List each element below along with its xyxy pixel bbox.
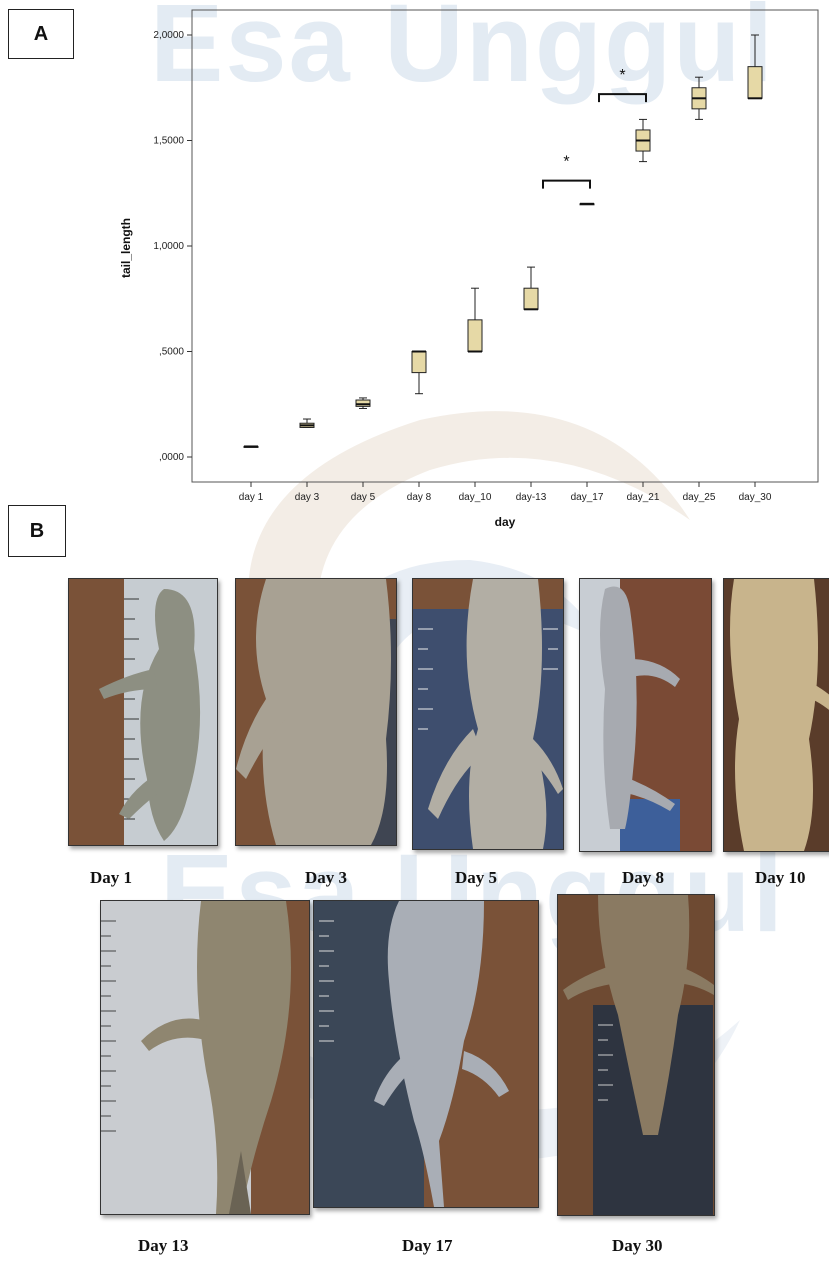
photo-day-17 xyxy=(313,900,539,1208)
panel-label-b: B xyxy=(8,505,66,557)
significance-star: * xyxy=(619,67,625,84)
box-day-21 xyxy=(635,118,651,163)
caption-day-3: Day 3 xyxy=(305,868,348,887)
x-tick-label: day 5 xyxy=(351,492,376,503)
x-tick-label: day 3 xyxy=(295,492,320,503)
photo-day-10 xyxy=(723,578,829,852)
box-day-3 xyxy=(299,418,315,428)
x-tick-label: day 1 xyxy=(239,492,264,503)
caption-day-10: Day 10 xyxy=(755,868,806,887)
significance-star: * xyxy=(563,154,569,171)
x-tick-label: day-13 xyxy=(516,492,547,503)
watermark-text-top: Esa Unggul xyxy=(150,0,776,105)
significance-annotations: ** xyxy=(542,67,647,189)
photo-day-30 xyxy=(557,894,715,1216)
iqr-box xyxy=(523,287,539,310)
x-tick-label: day_21 xyxy=(627,492,660,503)
x-axis-title: day xyxy=(495,515,516,529)
box-day-5 xyxy=(355,397,371,409)
caption-day-30: Day 30 xyxy=(612,1236,663,1255)
x-tick-label: day_30 xyxy=(739,492,772,503)
x-axis: day 1 day 3 day 5 day 8 day_10 day-13 day_17 da… xyxy=(239,482,772,503)
iqr-box xyxy=(747,66,763,99)
caption-day-5: Day 5 xyxy=(455,868,498,887)
y-axis: ,0000 ,5000 1,0000 1,5000 2,0000 xyxy=(153,30,192,463)
photo-day-1 xyxy=(68,578,218,846)
box-day-1 xyxy=(243,445,259,448)
box-day-10 xyxy=(467,287,483,353)
box-day-13 xyxy=(523,266,539,311)
y-tick-label: ,5000 xyxy=(159,347,184,358)
box-day-17 xyxy=(579,202,595,206)
box-day-25 xyxy=(691,76,707,120)
iqr-box xyxy=(355,399,371,407)
box-day-30 xyxy=(747,34,763,100)
iqr-box xyxy=(467,319,483,353)
x-tick-label: day 8 xyxy=(407,492,432,503)
iqr-box xyxy=(411,351,427,374)
y-tick-label: ,0000 xyxy=(159,452,184,463)
significance-bracket xyxy=(598,93,647,103)
caption-day-17: Day 17 xyxy=(402,1236,453,1255)
photo-day-5 xyxy=(412,578,564,850)
caption-day-8: Day 8 xyxy=(622,868,665,887)
y-tick-label: 1,5000 xyxy=(153,136,184,147)
caption-day-13: Day 13 xyxy=(138,1236,189,1255)
x-tick-label: day_10 xyxy=(459,492,492,503)
plot-area xyxy=(191,9,819,483)
photo-day-8 xyxy=(579,578,712,852)
panel-label-a: A xyxy=(8,9,74,59)
x-tick-label: day_17 xyxy=(571,492,604,503)
photo-day-3 xyxy=(235,578,397,846)
x-tick-label: day_25 xyxy=(683,492,716,503)
box-day-8 xyxy=(411,350,427,395)
y-axis-title: tail_length xyxy=(119,218,133,278)
significance-bracket xyxy=(542,179,591,189)
box-series xyxy=(243,34,763,448)
photo-day-13 xyxy=(100,900,310,1215)
y-tick-label: 1,0000 xyxy=(153,241,184,252)
y-tick-label: 2,0000 xyxy=(153,30,184,41)
caption-day-1: Day 1 xyxy=(90,868,133,887)
